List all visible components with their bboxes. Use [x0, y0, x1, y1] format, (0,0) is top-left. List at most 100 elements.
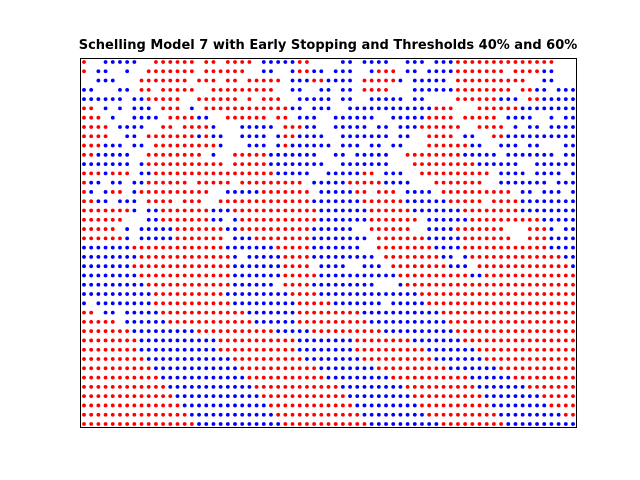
red-agent-point [182, 422, 187, 426]
red-agent-point [189, 125, 194, 129]
red-agent-point [218, 255, 223, 259]
blue-agent-point [218, 422, 223, 426]
blue-agent-point [319, 236, 324, 241]
red-agent-point [269, 375, 273, 380]
red-agent-point [305, 60, 309, 64]
blue-agent-point [456, 208, 460, 213]
red-agent-point [441, 384, 446, 389]
red-agent-point [499, 338, 503, 343]
red-agent-point [247, 78, 252, 83]
blue-agent-point [132, 292, 137, 296]
red-agent-point [261, 375, 266, 380]
blue-agent-point [520, 394, 525, 399]
red-agent-point [182, 227, 187, 231]
red-agent-point [276, 180, 281, 185]
blue-agent-point [305, 115, 309, 120]
red-agent-point [218, 264, 223, 269]
red-agent-point [427, 143, 432, 148]
red-agent-point [427, 245, 432, 250]
red-agent-point [125, 171, 130, 176]
red-agent-point [283, 403, 288, 408]
red-agent-point [520, 60, 525, 64]
red-agent-point [204, 60, 209, 64]
blue-agent-point [348, 384, 352, 389]
blue-agent-point [527, 115, 532, 120]
red-agent-point [110, 422, 115, 426]
red-agent-point [247, 329, 252, 334]
red-agent-point [297, 366, 302, 371]
blue-agent-point [197, 357, 201, 361]
red-agent-point [376, 78, 381, 83]
red-agent-point [297, 208, 302, 213]
red-agent-point [103, 375, 108, 380]
red-agent-point [161, 97, 166, 102]
blue-agent-point [376, 134, 381, 139]
blue-agent-point [571, 134, 575, 139]
blue-agent-point [369, 403, 374, 408]
red-agent-point [290, 347, 295, 352]
red-agent-point [549, 273, 554, 278]
red-agent-point [448, 180, 453, 185]
red-agent-point [441, 422, 446, 426]
blue-agent-point [348, 60, 352, 64]
blue-agent-point [326, 264, 331, 269]
blue-agent-point [269, 255, 273, 259]
red-agent-point [384, 366, 388, 371]
blue-agent-point [225, 245, 230, 250]
red-agent-point [434, 134, 439, 139]
red-agent-point [563, 264, 568, 269]
blue-agent-point [326, 245, 331, 250]
red-agent-point [161, 162, 166, 167]
red-agent-point [254, 366, 259, 371]
blue-agent-point [247, 403, 252, 408]
red-agent-point [513, 357, 518, 361]
red-agent-point [283, 338, 288, 343]
red-agent-point [527, 329, 532, 334]
red-agent-point [132, 394, 137, 399]
blue-agent-point [269, 273, 273, 278]
blue-agent-point [197, 347, 201, 352]
red-agent-point [154, 152, 158, 157]
red-agent-point [535, 227, 539, 231]
red-agent-point [89, 347, 94, 352]
red-agent-point [319, 375, 324, 380]
blue-agent-point [89, 255, 94, 259]
red-agent-point [492, 320, 496, 324]
red-agent-point [89, 236, 94, 241]
red-agent-point [305, 310, 309, 315]
blue-agent-point [175, 357, 180, 361]
red-agent-point [369, 171, 374, 176]
blue-agent-point [448, 69, 453, 74]
blue-agent-point [448, 87, 453, 92]
red-agent-point [96, 412, 101, 417]
red-agent-point [139, 273, 144, 278]
red-agent-point [211, 310, 216, 315]
red-agent-point [283, 422, 288, 426]
red-agent-point [492, 60, 496, 64]
blue-agent-point [146, 357, 151, 361]
red-agent-point [434, 152, 439, 157]
blue-agent-point [297, 134, 302, 139]
blue-agent-point [355, 366, 360, 371]
blue-agent-point [520, 384, 525, 389]
red-agent-point [154, 134, 158, 139]
blue-agent-point [477, 143, 482, 148]
red-agent-point [513, 69, 518, 74]
red-agent-point [182, 245, 187, 250]
blue-agent-point [527, 208, 532, 213]
blue-agent-point [103, 143, 108, 148]
blue-agent-point [110, 162, 115, 167]
blue-agent-point [225, 227, 230, 231]
blue-agent-point [348, 217, 352, 222]
blue-agent-point [441, 329, 446, 334]
blue-agent-point [240, 384, 245, 389]
red-agent-point [269, 227, 273, 231]
red-agent-point [305, 227, 309, 231]
blue-agent-point [305, 152, 309, 157]
blue-agent-point [441, 199, 446, 204]
red-agent-point [405, 217, 410, 222]
red-agent-point [535, 264, 539, 269]
blue-agent-point [297, 97, 302, 102]
blue-agent-point [398, 384, 403, 389]
red-agent-point [103, 320, 108, 324]
